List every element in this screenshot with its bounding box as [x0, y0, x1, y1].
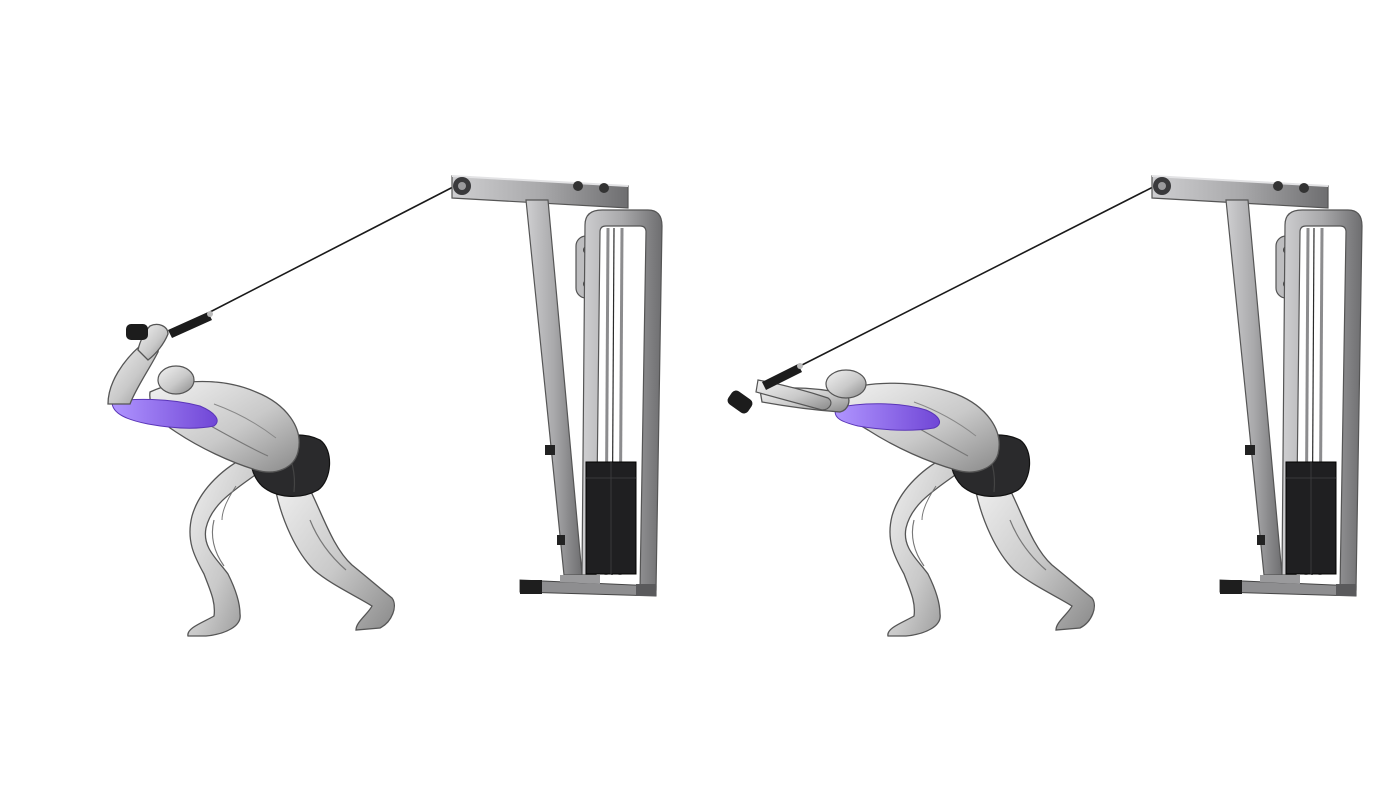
cable-machine — [1150, 174, 1364, 598]
cable-machine — [450, 174, 664, 598]
rope-handle — [126, 311, 213, 340]
rope-handle — [727, 363, 803, 414]
latissimus-highlight — [834, 403, 941, 431]
cable — [799, 185, 1156, 367]
cable — [209, 185, 456, 313]
panel-start-position — [107, 174, 664, 637]
athlete — [755, 369, 1096, 637]
latissimus-highlight — [111, 398, 218, 429]
panel-end-position — [727, 174, 1364, 637]
athlete — [107, 323, 396, 637]
